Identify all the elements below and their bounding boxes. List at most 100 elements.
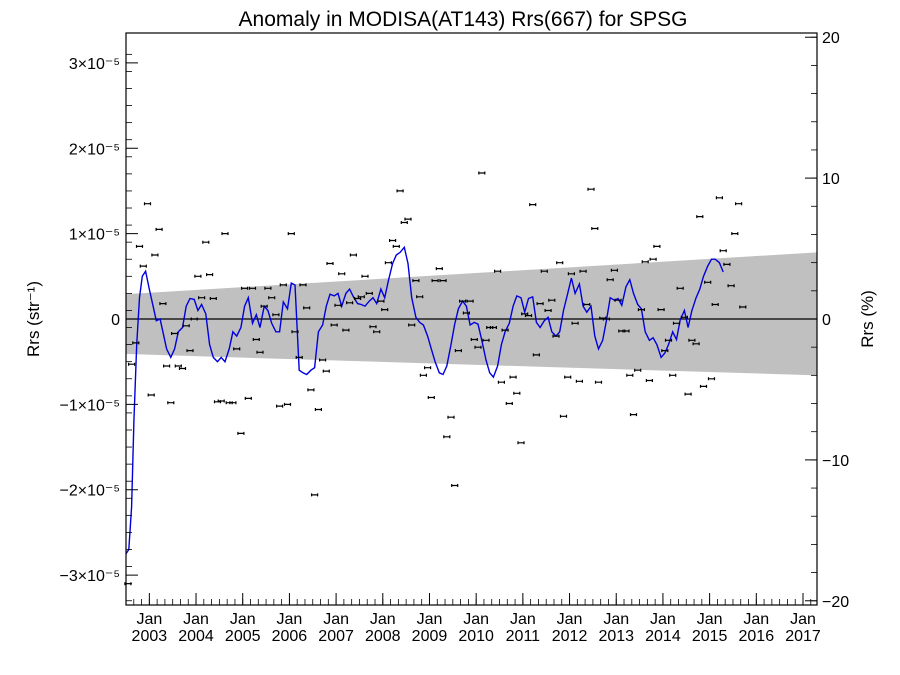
x-axis-tick-month: Jan: [697, 611, 723, 628]
data-point: [307, 388, 315, 392]
data-point: [727, 284, 735, 288]
data-point: [606, 278, 614, 282]
data-point: [396, 189, 404, 193]
data-point: [151, 253, 159, 257]
data-point: [699, 384, 708, 388]
data-point: [653, 244, 661, 248]
data-point: [634, 368, 642, 372]
x-axis-tick-month: Jan: [277, 611, 303, 628]
data-point: [206, 273, 214, 277]
data-point: [330, 323, 338, 327]
data-point: [641, 260, 649, 264]
data-point: [132, 341, 140, 345]
data-point: [342, 328, 350, 332]
data-point: [614, 298, 622, 302]
left-axis-title: Rrs (str⁻¹): [24, 281, 43, 357]
data-point: [669, 373, 677, 377]
data-point: [715, 196, 723, 200]
data-point: [283, 402, 292, 406]
x-axis-tick-year: 2014: [645, 628, 681, 645]
confidence-band: [126, 252, 817, 376]
data-point: [128, 362, 136, 366]
data-point: [319, 358, 327, 362]
data-point: [637, 308, 645, 312]
data-point: [664, 338, 673, 342]
data-point: [501, 328, 509, 332]
left-axis-tick-label: 3×10⁻⁵: [69, 56, 120, 73]
x-axis-tick-month: Jan: [557, 611, 583, 628]
data-point: [579, 269, 587, 273]
data-point: [645, 379, 653, 382]
x-axis-tick-year: 2017: [785, 628, 821, 645]
data-point: [494, 269, 502, 273]
data-point: [524, 314, 533, 318]
right-axis-tick-label: −20: [822, 594, 849, 611]
data-point: [357, 295, 365, 299]
data-point: [559, 414, 568, 418]
x-axis-tick-year: 2011: [506, 628, 541, 645]
data-point: [182, 324, 190, 328]
trend-line-layer: [125, 245, 724, 555]
data-point: [509, 375, 517, 379]
data-point: [334, 303, 342, 307]
data-point: [571, 321, 579, 325]
data-point: [517, 441, 525, 445]
data-point: [392, 244, 400, 248]
x-axis-tick-year: 2008: [365, 628, 401, 645]
data-point: [279, 283, 287, 287]
data-point: [155, 227, 163, 231]
x-axis-tick-month: Jan: [183, 611, 209, 628]
data-point: [139, 264, 147, 268]
data-point: [556, 261, 564, 265]
right-axis-tick-label: 10: [822, 171, 840, 188]
data-point: [474, 345, 482, 349]
data-point: [540, 269, 548, 273]
data-points-layer: [124, 171, 747, 586]
data-point: [159, 302, 167, 306]
x-axis-tick-month: Jan: [510, 611, 536, 628]
data-point: [256, 350, 264, 354]
right-axis-title: Rrs (%): [858, 290, 877, 348]
data-point: [202, 240, 210, 244]
x-axis-tick-month: Jan: [230, 611, 256, 628]
x-axis-tick-month: Jan: [790, 611, 816, 628]
data-point: [349, 253, 357, 257]
x-axis-tick-month: Jan: [650, 611, 676, 628]
chart-title: Anomaly in MODISA(AT143) Rrs(667) for SP…: [239, 8, 688, 31]
x-axis-tick-year: 2006: [272, 628, 308, 645]
data-point: [439, 279, 447, 283]
data-point: [649, 257, 657, 261]
data-point: [629, 413, 638, 417]
data-point: [544, 309, 552, 312]
data-point: [322, 369, 330, 373]
data-point: [704, 280, 712, 284]
data-point: [454, 349, 462, 353]
data-point: [505, 402, 513, 405]
x-axis-tick-year: 2007: [318, 628, 354, 645]
data-point: [548, 298, 556, 302]
data-point: [241, 286, 249, 290]
data-point: [194, 274, 202, 278]
data-point: [272, 313, 280, 317]
data-point: [610, 268, 618, 272]
x-axis-tick-month: Jan: [463, 611, 489, 628]
data-point: [276, 404, 284, 408]
data-point: [291, 330, 299, 334]
x-axis-tick-month: Jan: [136, 611, 162, 628]
bottom-axis: Jan2003Jan2004Jan2005Jan2006Jan2007Jan20…: [125, 593, 821, 645]
data-point: [244, 396, 252, 400]
data-point: [692, 342, 700, 346]
data-point: [186, 349, 194, 353]
x-axis-tick-month: Jan: [603, 611, 629, 628]
data-point: [723, 262, 731, 266]
data-point: [661, 349, 669, 353]
data-point: [268, 296, 276, 300]
data-point: [373, 330, 381, 334]
data-point: [198, 296, 206, 300]
x-axis-tick-month: Jan: [323, 611, 349, 628]
left-axis-tick-label: −1×10⁻⁵: [60, 397, 120, 414]
data-point: [311, 493, 319, 497]
data-point: [583, 303, 591, 306]
data-point: [564, 375, 572, 379]
